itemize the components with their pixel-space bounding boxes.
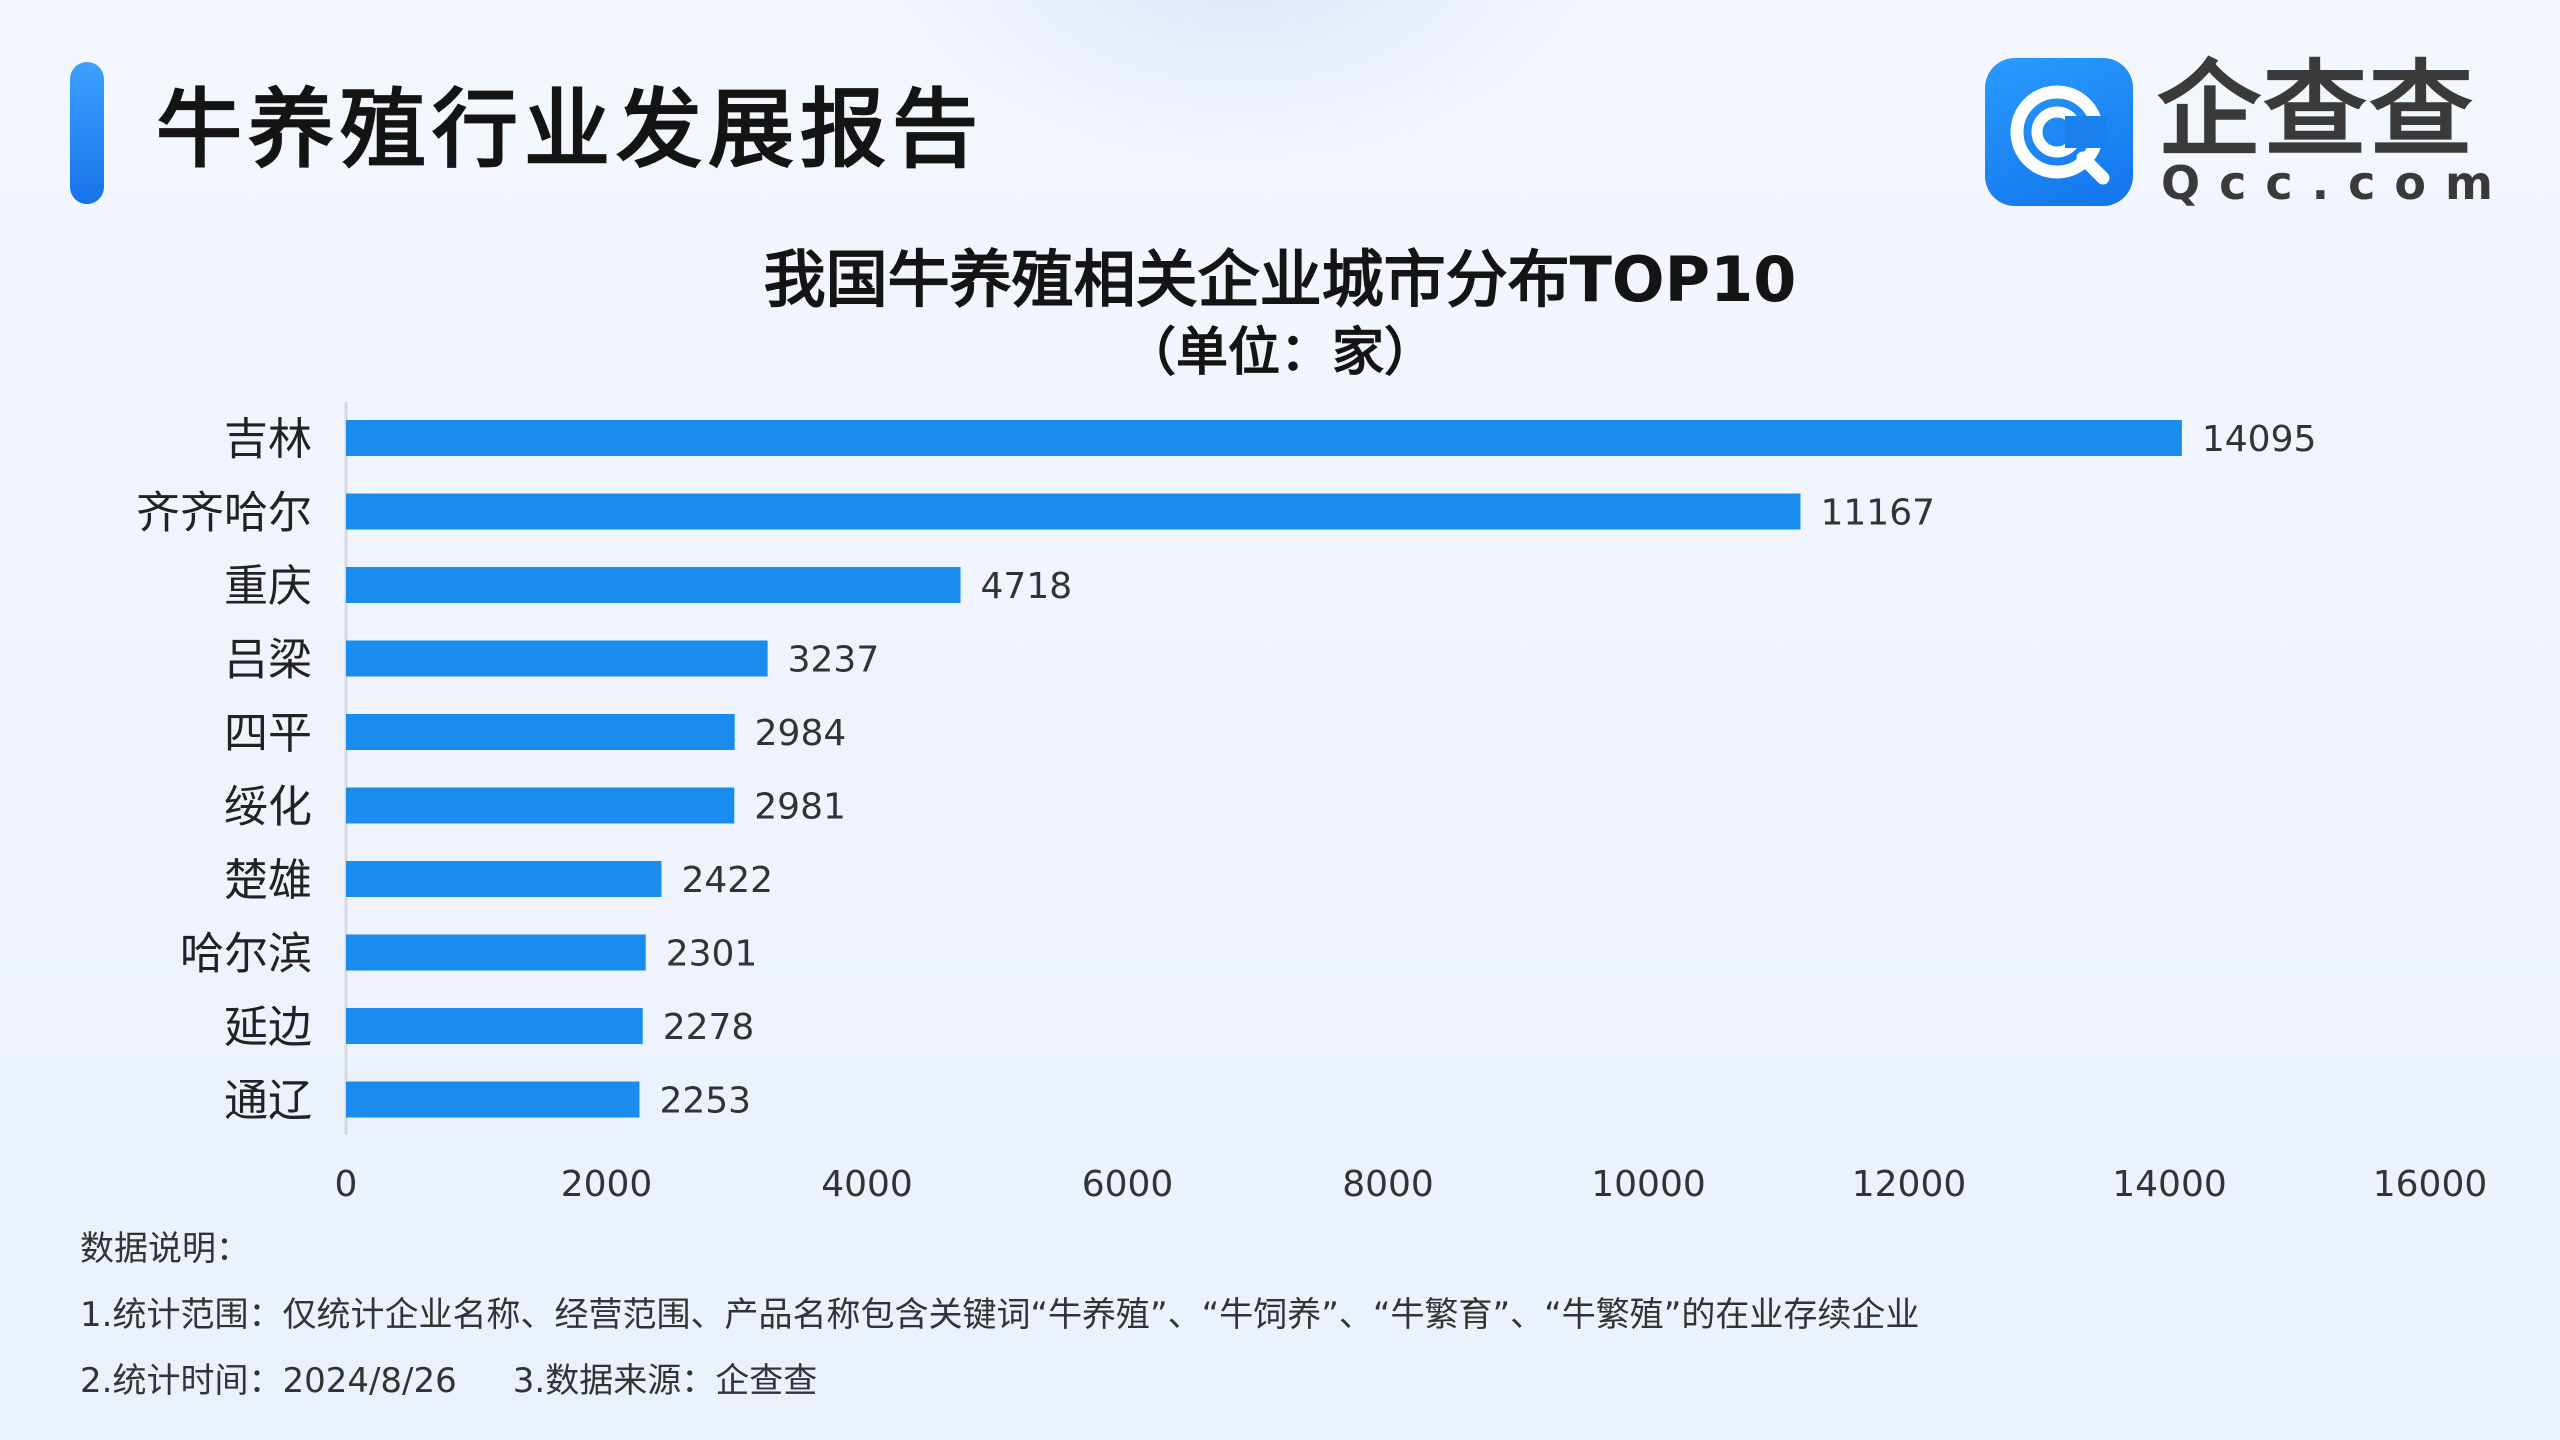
x-tick-label-2000: 2000	[561, 1164, 653, 1205]
category-label-7: 楚雄	[224, 855, 312, 906]
x-tick-label-14000: 14000	[2112, 1164, 2227, 1205]
category-label-4: 吕梁	[224, 635, 312, 686]
bar-8	[346, 934, 646, 971]
data-label-2: 11167	[1821, 493, 1936, 534]
qcc-logo: 企查查 Qcc.com	[1985, 50, 2493, 208]
logo-domain: Qcc.com	[2161, 156, 2512, 210]
data-label-7: 2422	[681, 860, 773, 901]
notes-scope: 1.统计范围：仅统计企业名称、经营范围、产品名称包含关键词“牛养殖”、“牛饲养”…	[80, 1295, 1920, 1335]
category-label-2: 齐齐哈尔	[136, 488, 312, 539]
bar-1	[346, 420, 2182, 456]
category-label-6: 绥化	[224, 782, 312, 833]
title-accent-bar	[70, 62, 104, 204]
x-tick-label-4000: 4000	[821, 1164, 913, 1205]
data-label-1: 14095	[2202, 419, 2317, 460]
category-label-8: 哈尔滨	[180, 929, 312, 980]
x-tick-label-12000: 12000	[1852, 1164, 1967, 1205]
data-label-3: 4718	[981, 566, 1073, 607]
data-label-8: 2301	[666, 934, 758, 975]
bar-3	[346, 567, 961, 603]
category-label-10: 通辽	[224, 1076, 312, 1127]
data-label-9: 2278	[663, 1007, 755, 1048]
x-tick-label-8000: 8000	[1342, 1164, 1434, 1205]
x-tick-label-16000: 16000	[2373, 1164, 2488, 1205]
data-label-10: 2253	[659, 1081, 751, 1122]
x-tick-label-10000: 10000	[1591, 1164, 1706, 1205]
bar-4	[346, 640, 768, 677]
data-notes: 数据说明： 1.统计范围：仅统计企业名称、经营范围、产品名称包含关键词“牛养殖”…	[80, 1222, 1919, 1420]
category-label-3: 重庆	[224, 561, 312, 612]
data-label-5: 2984	[755, 713, 847, 754]
category-label-9: 延边	[224, 1002, 312, 1053]
category-label-1: 吉林	[224, 414, 312, 465]
x-tick-label-0: 0	[335, 1164, 358, 1205]
data-label-4: 3237	[788, 640, 880, 681]
chart-subtitle: （单位：家）	[1123, 323, 1436, 383]
chart-title: 我国牛养殖相关企业城市分布TOP10	[763, 243, 1797, 316]
bar-6	[346, 787, 735, 824]
qcc-logo-icon	[1985, 58, 2133, 206]
category-label-5: 四平	[224, 708, 312, 759]
bar-2	[346, 493, 1801, 530]
notes-time: 2.统计时间：2024/8/26	[80, 1361, 457, 1401]
bar-5	[346, 714, 735, 750]
x-tick-label-6000: 6000	[1082, 1164, 1174, 1205]
bar-7	[346, 861, 662, 897]
notes-source: 3.数据来源：企查查	[512, 1361, 818, 1401]
logo-name: 企查查	[2157, 49, 2476, 171]
bar-9	[346, 1008, 643, 1044]
notes-footer-line: 2.统计时间：2024/8/26 3.数据来源：企查查	[80, 1354, 1919, 1420]
bar-10	[346, 1081, 640, 1118]
notes-heading: 数据说明：	[80, 1229, 250, 1269]
report-title: 牛养殖行业发展报告	[156, 80, 984, 180]
data-label-6: 2981	[754, 787, 846, 828]
